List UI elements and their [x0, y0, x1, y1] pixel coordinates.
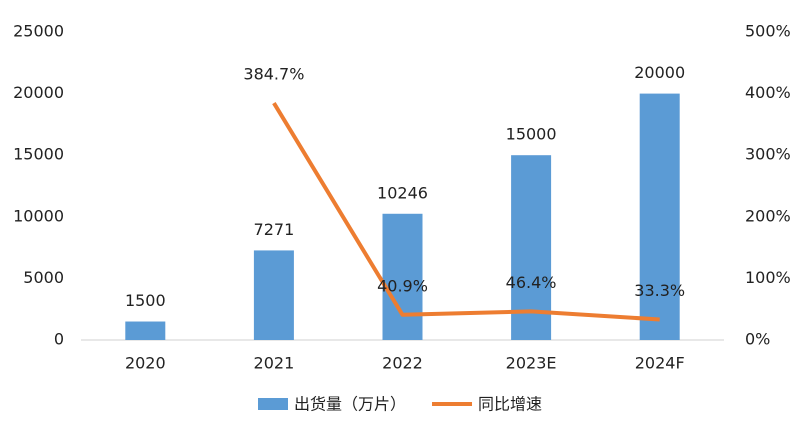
legend-swatch: [258, 398, 288, 410]
bar-value-label: 10246: [377, 183, 428, 202]
y-tick-label: 25000: [13, 22, 64, 41]
y-tick-label: 15000: [13, 145, 64, 164]
line-value-label: 33.3%: [634, 281, 685, 300]
bar: [253, 250, 294, 340]
bar-value-label: 20000: [634, 63, 685, 82]
bar-value-label: 15000: [506, 125, 557, 144]
y2-tick-label: 0%: [745, 330, 770, 349]
y-tick-label: 10000: [13, 206, 64, 225]
line-value-label: 40.9%: [377, 276, 428, 295]
x-tick-label: 2021: [254, 354, 295, 373]
y2-tick-label: 500%: [745, 22, 791, 41]
y-tick-label: 5000: [23, 268, 64, 287]
y-tick-label: 20000: [13, 83, 64, 102]
line-value-label: 46.4%: [506, 273, 557, 292]
x-tick-label: 2020: [125, 354, 166, 373]
y2-tick-label: 100%: [745, 268, 791, 287]
bar: [511, 155, 552, 340]
bar-value-label: 1500: [125, 291, 166, 310]
line-value-label: 384.7%: [243, 65, 304, 84]
x-tick-label: 2022: [382, 354, 423, 373]
bar: [639, 93, 680, 340]
y2-tick-label: 400%: [745, 83, 791, 102]
legend-label: 同比增速: [478, 395, 542, 414]
x-tick-label: 2024F: [635, 354, 685, 373]
bar: [125, 321, 166, 340]
x-tick-label: 2023E: [506, 354, 557, 373]
bar-value-label: 7271: [254, 220, 295, 239]
y2-tick-label: 300%: [745, 145, 791, 164]
legend-label: 出货量（万片）: [294, 395, 406, 414]
bar: [382, 213, 423, 340]
y2-tick-label: 200%: [745, 206, 791, 225]
y-tick-label: 0: [54, 330, 64, 349]
line: [272, 101, 660, 322]
